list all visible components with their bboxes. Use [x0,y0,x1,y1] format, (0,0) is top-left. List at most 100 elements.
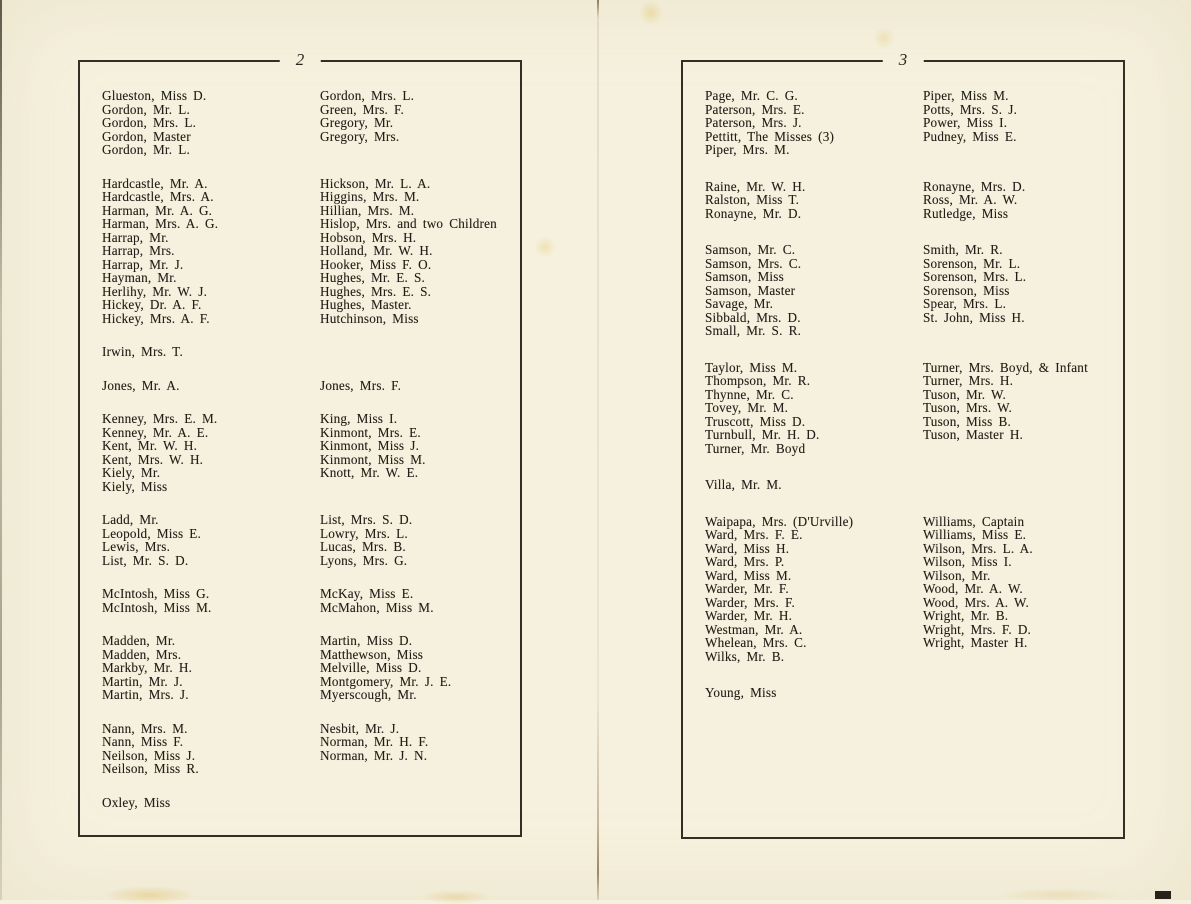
passenger-column-1: Page, Mr. C. G. Paterson, Mrs. E. Paterson… [705,89,923,157]
passenger-group: Page, Mr. C. G. Paterson, Mrs. E. Paterson… [705,89,1123,157]
passenger-name: Montgomery, Mr. J. E. [320,673,452,689]
passenger-name: Kenney, Mrs. E. M. [102,411,218,426]
passenger-name: Wilson, Miss I. [923,554,1012,569]
passenger-name: Madden, Mr. [102,633,176,648]
passenger-name: Tuson, Miss B. [923,413,1011,429]
passenger-name: Westman, Mr. A. [705,621,803,637]
passenger-name: Piper, Miss M. [923,88,1009,103]
passenger-list-left: Glueston, Miss D. Gordon, Mr. L. Gordon, M… [80,62,520,809]
passenger-name: Ward, Miss M. [705,567,792,583]
passenger-name: Samson, Master [705,282,796,298]
passenger-name: Hardcastle, Mr. A. [102,175,208,191]
passenger-name: Ladd, Mr. [102,512,159,527]
passenger-name: Myerscough, Mr. [320,687,417,702]
scan-edge [0,0,2,900]
passenger-group: Taylor, Miss M. Thompson, Mr. R. Thynne, M… [705,360,1123,456]
passenger-name: Small, Mr. S. R. [705,323,802,338]
passenger-column-1: Villa, Mr. M. [705,478,923,492]
passenger-name: Matthewson, Miss [320,646,424,662]
passenger-group: Kenney, Mrs. E. M. Kenney, Mr. A. E. Kent,… [102,412,520,493]
passenger-name: Wood, Mrs. A. W. [923,594,1029,610]
passenger-name: McKay, Miss E. [320,586,414,601]
passenger-name: Martin, Miss D. [320,633,413,648]
passenger-name: Gordon, Master [102,128,191,144]
passenger-name: Sorenson, Mrs. L. [923,269,1027,284]
passenger-column-1: Waipapa, Mrs. (D'Urville) Ward, Mrs. F. E… [705,514,923,664]
passenger-group: McIntosh, Miss G. McIntosh, Miss M. McKay,… [102,587,520,614]
passenger-name: Kenney, Mr. A. E. [102,424,209,440]
passenger-name: Gordon, Mr. L. [102,101,191,117]
passenger-name: Green, Mrs. F. [320,101,405,117]
passenger-name: Truscott, Miss D. [705,413,806,429]
passenger-name: Sibbald, Mrs. D. [705,309,801,325]
passenger-group: Jones, Mr. A. Jones, Mrs. F. [102,377,520,393]
passenger-group: Samson, Mr. C. Samson, Mrs. C. Samson, Mis… [705,243,1123,338]
passenger-name: Hickey, Mrs. A. F. [102,310,210,326]
passenger-column-2 [923,478,1123,492]
passenger-name: Harrap, Mr. J. [102,256,184,272]
passenger-name: Spear, Mrs. L. [923,296,1007,311]
passenger-column-2 [320,796,520,810]
passenger-name: McIntosh, Miss G. [102,586,210,601]
passenger-name: Martin, Mr. J. [102,673,183,689]
passenger-name: Tuson, Mrs. W. [923,400,1013,415]
passenger-column-2: Hickson, Mr. L. A. Higgins, Mrs. M. Hillia… [320,176,520,326]
passenger-name: Hutchinson, Miss [320,310,419,326]
paper-stain [534,236,556,258]
passenger-list-right: Page, Mr. C. G. Paterson, Mrs. E. Paterson… [683,62,1123,700]
passenger-name: Page, Mr. C. G. [705,88,798,103]
passenger-name: Rutledge, Miss [923,205,1009,221]
passenger-column-1: Jones, Mr. A. [102,377,320,393]
passenger-name: Tuson, Mr. W. [923,386,1006,402]
passenger-name: Warder, Mr. F. [705,581,789,596]
passenger-name: Glueston, Miss D. [102,88,207,103]
passenger-name: Knott, Mr. W. E. [320,465,419,480]
passenger-name: Tovey, Mr. M. [705,400,789,415]
page-number-left: 2 [279,49,321,71]
passenger-name: Wright, Mrs. F. D. [923,621,1032,637]
passenger-name: Kinmont, Miss M. [320,451,426,467]
passenger-name: Lewis, Mrs. [102,539,171,554]
passenger-name: Warder, Mrs. F. [705,594,795,610]
passenger-column-2: Ronayne, Mrs. D. Ross, Mr. A. W. Rutledge,… [923,179,1123,221]
passenger-name: Nann, Mrs. M. [102,720,188,736]
passenger-name: Sorenson, Miss [923,282,1010,298]
passenger-column-2: Williams, Captain Williams, Miss E. Wilson… [923,513,1123,664]
passenger-name: Hughes, Master. [320,297,412,312]
passenger-name: Sorenson, Mr. L. [923,255,1021,271]
passenger-name: Kent, Mr. W. H. [102,438,198,453]
passenger-name: Thynne, Mr. C. [705,386,794,402]
passenger-name: Hooker, Miss F. O. [320,256,432,272]
passenger-name: Melville, Miss D. [320,660,422,675]
passenger-column-1: Ladd, Mr. Leopold, Miss E. Lewis, Mrs. List… [102,513,320,567]
passenger-name: Hickey, Dr. A. F. [102,297,202,312]
passenger-name: McMahon, Miss M. [320,599,434,615]
passenger-name: Neilson, Miss R. [102,761,199,776]
passenger-column-1: Taylor, Miss M. Thompson, Mr. R. Thynne, M… [705,360,923,456]
passenger-group: Raine, Mr. W. H. Ralston, Miss T. Ronayne,… [705,179,1123,221]
binding-crease [597,0,599,900]
passenger-name: Harman, Mrs. A. G. [102,216,219,231]
passenger-name: Higgins, Mrs. M. [320,189,420,204]
passenger-name: Jones, Mr. A. [102,377,180,393]
passenger-name: Piper, Mrs. M. [705,142,790,157]
passenger-name: List, Mr. S. D. [102,552,189,568]
passenger-name: Turnbull, Mr. H. D. [705,427,820,442]
passenger-name: Gregory, Mr. [320,115,394,130]
passenger-column-2: List, Mrs. S. D. Lowry, Mrs. L. Lucas, Mrs… [320,513,520,567]
paper-stain [872,28,896,48]
passenger-name: Williams, Captain [923,513,1025,529]
passenger-name: Paterson, Mrs. E. [705,101,805,117]
passenger-name: Gordon, Mrs. L. [102,115,197,130]
passenger-name: Gregory, Mrs. [320,128,400,144]
passenger-name: Wilson, Mrs. L. A. [923,540,1033,556]
passenger-name: Kinmont, Miss J. [320,438,420,453]
passenger-group: Young, Miss [705,686,1123,700]
passenger-name: Harman, Mr. A. G. [102,202,213,218]
passenger-name: Nann, Miss F. [102,734,184,749]
passenger-name: McIntosh, Miss M. [102,599,212,615]
passenger-name: Norman, Mr. J. N. [320,747,428,763]
passenger-name: Ronayne, Mr. D. [705,205,802,221]
passenger-name: Lyons, Mrs. G. [320,552,408,568]
